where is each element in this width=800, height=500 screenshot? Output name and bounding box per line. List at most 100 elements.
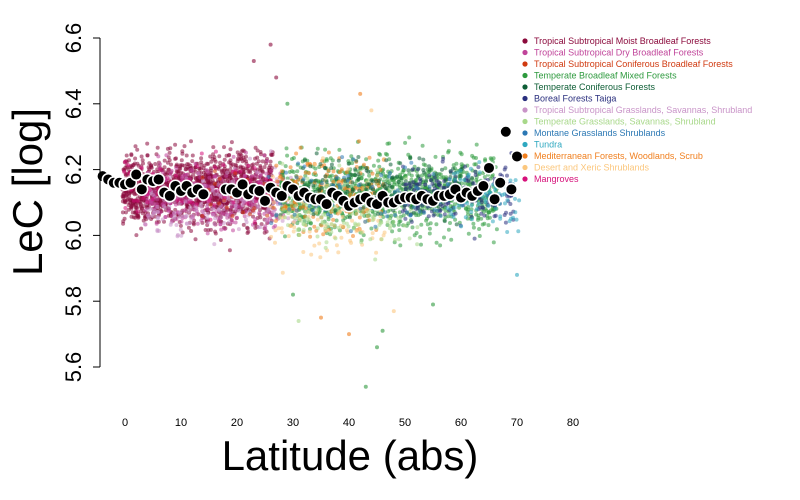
legend-label: Montane Grasslands Shrublands	[534, 128, 666, 138]
scatter-point	[397, 228, 402, 233]
scatter-point	[364, 157, 369, 162]
legend-marker	[522, 84, 528, 90]
scatter-point	[446, 214, 451, 219]
scatter-point	[278, 201, 283, 206]
scatter-point	[479, 216, 484, 221]
scatter-point	[212, 198, 217, 203]
legend-marker	[522, 95, 528, 102]
scatter-point	[262, 153, 267, 158]
scatter-point	[178, 164, 183, 169]
scatter-point	[346, 174, 351, 178]
scatter-point	[357, 188, 362, 193]
scatter-point	[333, 236, 338, 241]
outlier-point	[347, 332, 351, 337]
scatter-point	[183, 199, 188, 204]
scatter-point	[233, 203, 238, 208]
legend-marker	[522, 61, 528, 67]
scatter-point	[285, 153, 290, 158]
scatter-point	[442, 219, 447, 224]
scatter-point	[513, 210, 518, 215]
scatter-point	[255, 148, 260, 153]
scatter-point	[123, 199, 127, 204]
scatter-point	[338, 185, 342, 190]
scatter-point	[471, 225, 476, 230]
scatter-point	[182, 163, 187, 168]
scatter-point	[240, 203, 245, 207]
scatter-point	[258, 165, 263, 170]
scatter-point	[135, 206, 140, 210]
scatter-point	[391, 223, 396, 228]
scatter-point	[227, 175, 232, 180]
scatter-point	[184, 221, 189, 226]
scatter-point	[307, 204, 312, 208]
x-tick-label: 60	[455, 417, 467, 429]
scatter-point	[265, 213, 270, 218]
scatter-point	[411, 210, 416, 215]
scatter-point	[276, 226, 281, 231]
scatter-point	[222, 157, 227, 162]
scatter-point	[406, 168, 411, 173]
scatter-point	[331, 217, 336, 222]
scatter-point	[235, 215, 239, 220]
scatter-point	[291, 229, 296, 234]
x-tick-label: 40	[343, 417, 355, 429]
scatter-point	[370, 214, 375, 219]
scatter-point	[213, 216, 218, 221]
scatter-point	[269, 149, 273, 154]
scatter-point	[356, 177, 361, 182]
scatter-point	[196, 171, 201, 176]
scatter-point	[329, 230, 334, 235]
scatter-point	[295, 212, 300, 217]
scatter-point	[307, 171, 311, 176]
scatter-point	[301, 177, 306, 182]
mean-point	[275, 189, 289, 203]
scatter-point	[256, 203, 261, 208]
scatter-point	[404, 176, 409, 181]
scatter-point	[420, 143, 425, 148]
scatter-point	[452, 205, 457, 210]
scatter-point	[434, 171, 439, 176]
scatter-point	[186, 209, 191, 214]
scatter-point	[463, 215, 468, 220]
scatter-point	[248, 156, 252, 161]
scatter-point	[441, 186, 446, 190]
scatter-point	[274, 213, 279, 218]
scatter-point	[228, 167, 233, 172]
scatter-point	[165, 146, 170, 151]
scatter-point	[403, 140, 408, 145]
scatter-point	[419, 222, 424, 227]
scatter-point	[318, 162, 323, 167]
scatter-point	[206, 161, 211, 166]
scatter-point	[207, 175, 212, 180]
scatter-point	[163, 215, 168, 219]
scatter-point	[486, 223, 491, 228]
scatter-point	[387, 174, 392, 179]
scatter-point	[184, 167, 189, 171]
scatter-point	[511, 215, 515, 220]
scatter-point	[411, 205, 416, 210]
scatter-point	[139, 226, 144, 231]
scatter-point	[410, 225, 415, 230]
outlier-point	[391, 309, 396, 314]
scatter-point	[264, 218, 269, 223]
scatter-point	[358, 206, 363, 211]
scatter-point	[218, 238, 223, 242]
scatter-point	[296, 161, 301, 166]
scatter-point	[141, 161, 145, 166]
scatter-point	[505, 198, 510, 203]
mean-point	[236, 177, 250, 192]
scatter-point	[243, 173, 247, 178]
scatter-point	[451, 163, 456, 168]
scatter-point	[221, 163, 226, 168]
scatter-point	[337, 147, 342, 152]
scatter-point	[200, 179, 205, 184]
y-axis: 5.6 5.8 6.0 6.2 6.4 6.6	[61, 23, 101, 382]
scatter-point	[228, 147, 233, 152]
scatter-point	[239, 165, 243, 170]
x-tick-label: 20	[231, 417, 243, 429]
scatter-point	[294, 151, 299, 156]
scatter-point	[226, 220, 231, 225]
scatter-point	[212, 192, 217, 197]
scatter-point	[182, 208, 187, 213]
scatter-point	[292, 212, 297, 217]
